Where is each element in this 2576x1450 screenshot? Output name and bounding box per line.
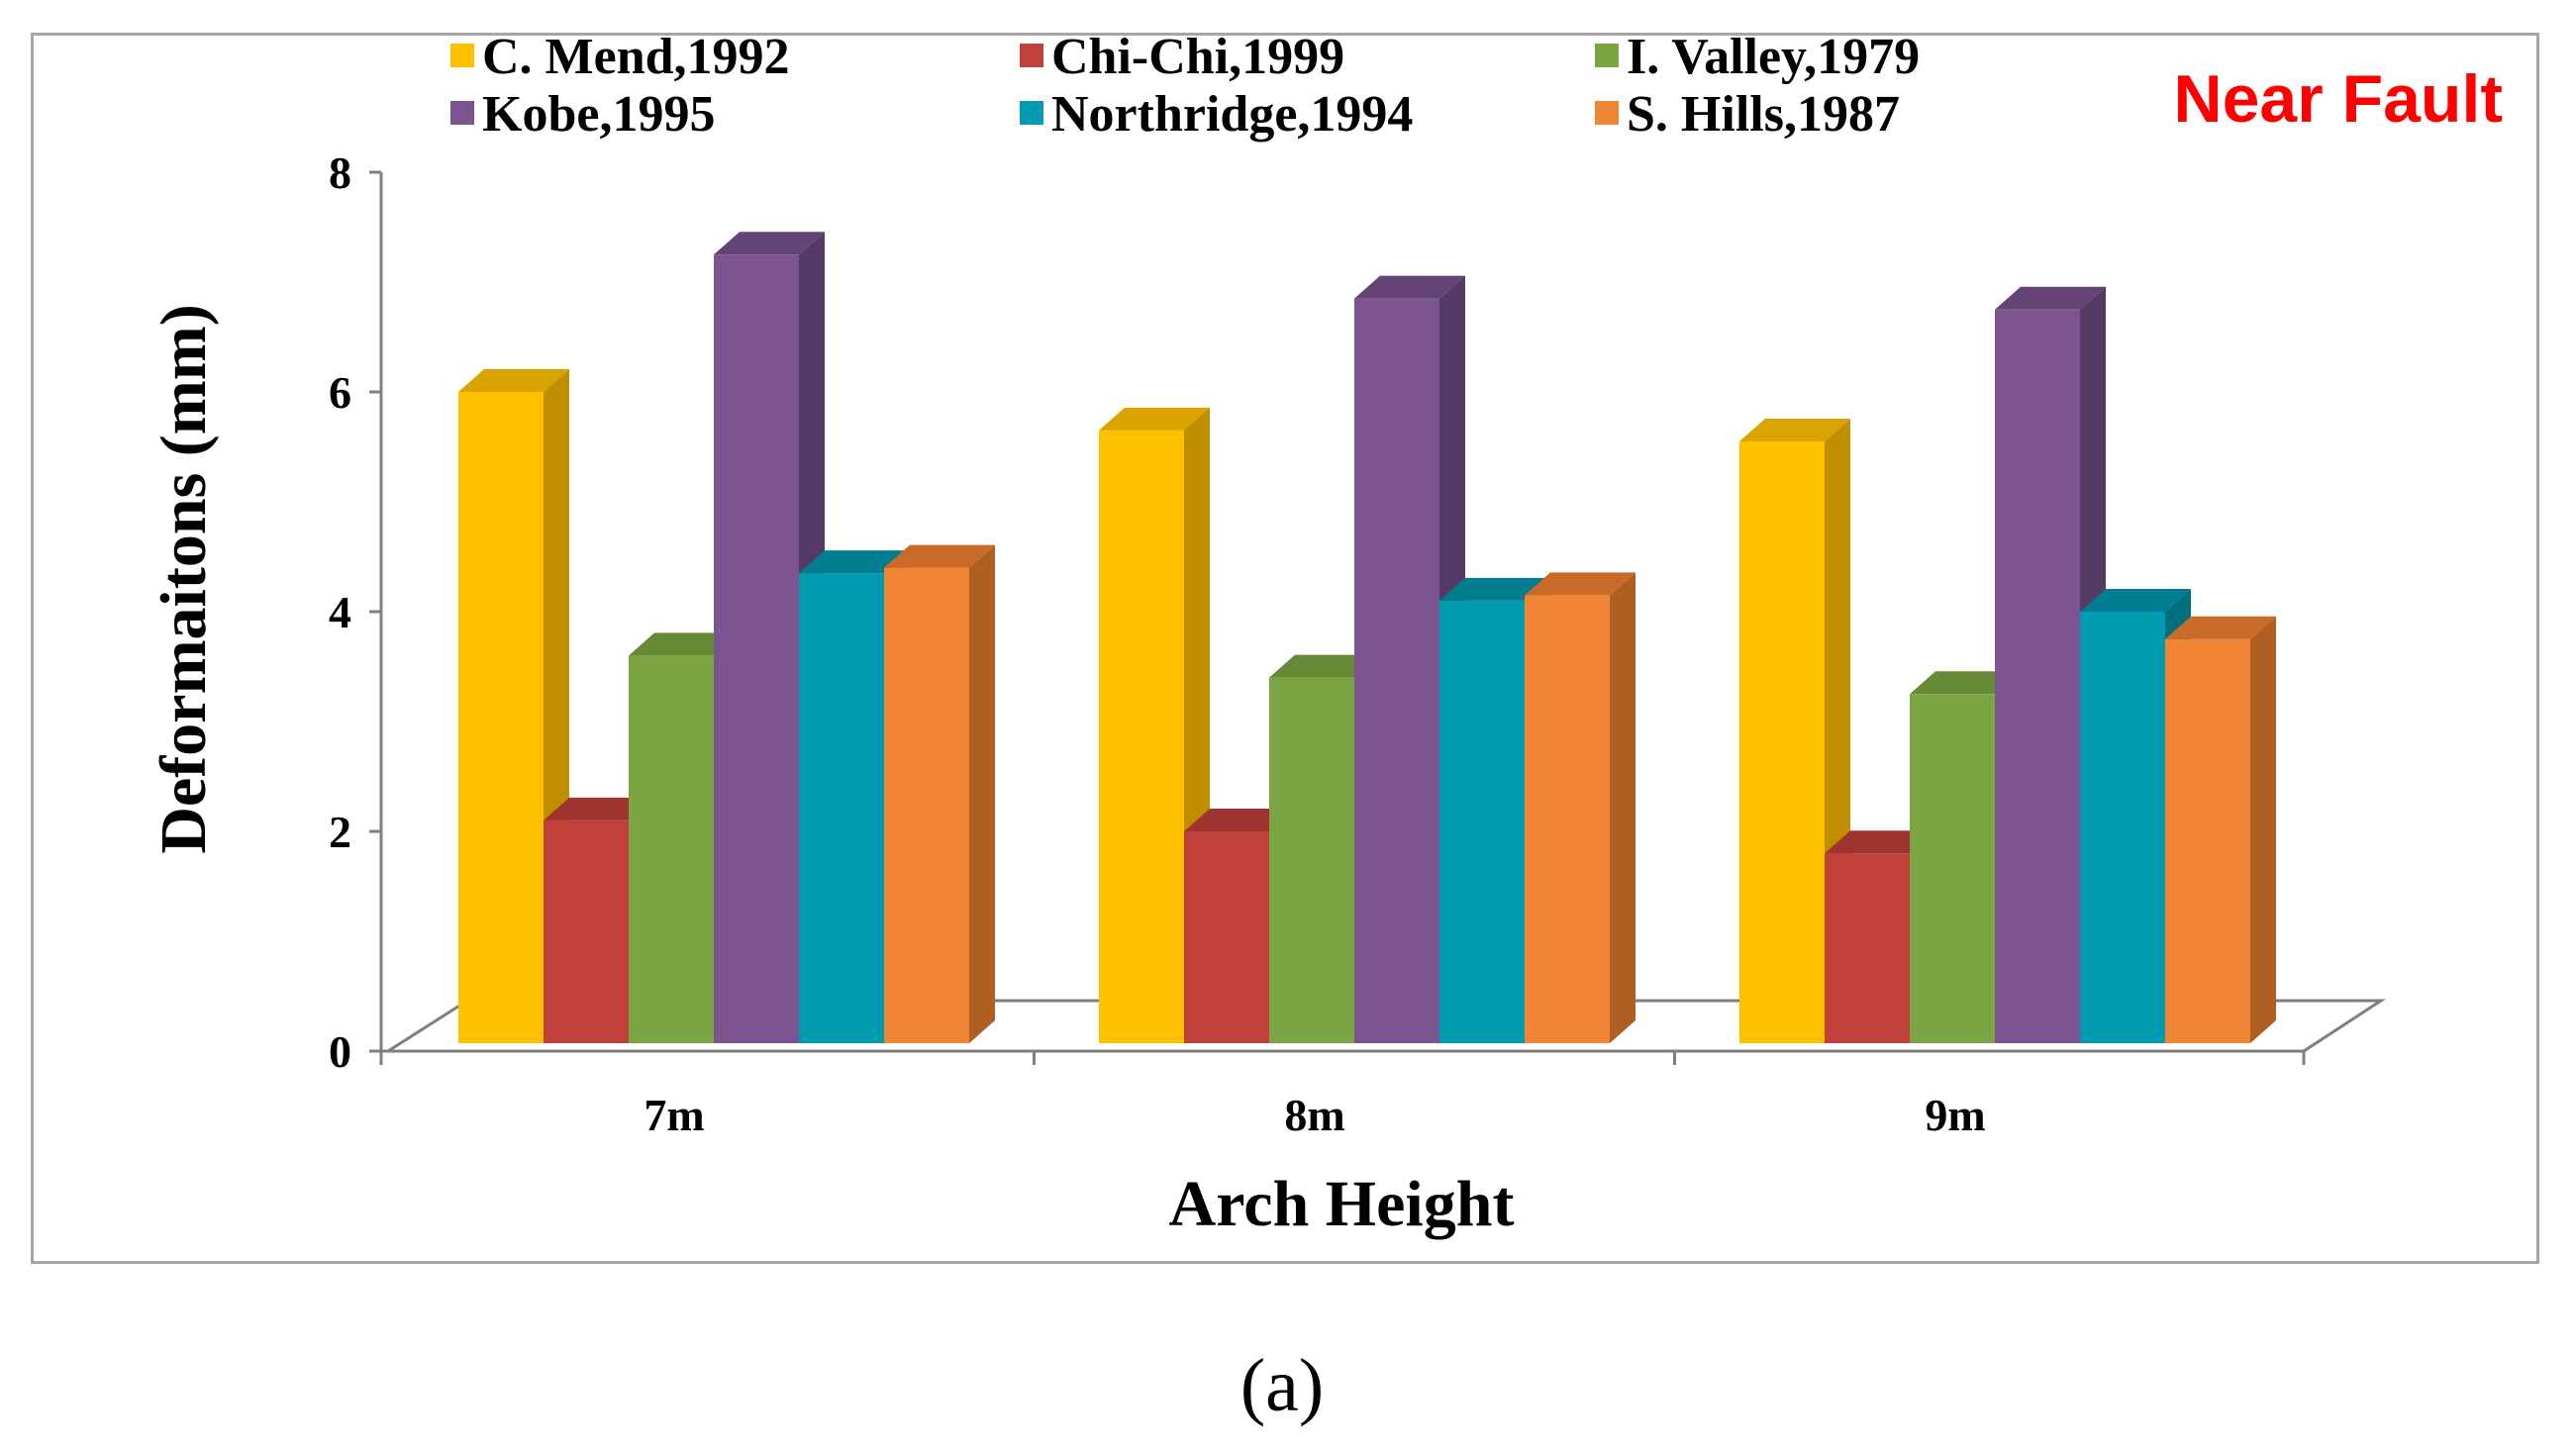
x-tick-label: 7m xyxy=(644,1090,704,1140)
y-axis-title: Deformaitons (mm) xyxy=(148,304,220,853)
bar-top xyxy=(1439,577,1550,601)
bar-front xyxy=(1439,600,1525,1043)
axes-group: 0 2 4 6 8 7m 8m 9m xyxy=(329,147,2306,1140)
y-tick-label: 8 xyxy=(329,147,351,198)
bar-series-group xyxy=(458,232,2276,1044)
legend-swatch xyxy=(1595,101,1619,125)
bar-front xyxy=(1269,677,1354,1043)
bar-side xyxy=(2250,616,2276,1043)
bar xyxy=(1099,407,1210,1044)
legend-item: Chi-Chi,1999 xyxy=(1020,29,1344,85)
bar-top xyxy=(1184,809,1295,831)
y-tick-label: 4 xyxy=(329,587,351,637)
legend-swatch xyxy=(450,101,474,125)
bar-top xyxy=(1825,830,1935,854)
legend-label: I. Valley,1979 xyxy=(1627,29,1920,85)
legend-swatch xyxy=(1595,44,1619,67)
bar-top xyxy=(2080,589,2191,612)
legend-item: C. Mend,1992 xyxy=(450,29,790,85)
bar-front xyxy=(714,254,799,1043)
bar-top xyxy=(1910,671,2021,695)
bar-top xyxy=(629,632,740,656)
legend: C. Mend,1992 Chi-Chi,1999 I. Valley,1979 Ko… xyxy=(450,29,1920,143)
bar-top xyxy=(458,369,569,392)
y-tick-label: 0 xyxy=(329,1026,351,1077)
legend-label: C. Mend,1992 xyxy=(482,29,790,85)
bar-top xyxy=(1995,286,2106,310)
legend-label: Northridge,1994 xyxy=(1051,86,1413,143)
figure-caption: (a) xyxy=(1240,1344,1324,1427)
bar-front xyxy=(2080,612,2165,1043)
bar-front xyxy=(629,655,714,1043)
legend-label: S. Hills,1987 xyxy=(1627,86,1900,143)
legend-item: I. Valley,1979 xyxy=(1595,29,1920,85)
legend-swatch xyxy=(1020,44,1043,67)
bar-front xyxy=(884,567,969,1043)
legend-label: Kobe,1995 xyxy=(482,86,715,143)
bar-front xyxy=(799,573,884,1043)
legend-label: Chi-Chi,1999 xyxy=(1051,29,1344,85)
bar-top xyxy=(799,550,910,574)
bar-front xyxy=(1099,430,1184,1044)
bar-top xyxy=(714,232,825,255)
bar-front xyxy=(544,820,629,1043)
bar-front xyxy=(2165,638,2250,1043)
bar-top xyxy=(1354,275,1465,299)
bar-top xyxy=(2165,616,2276,639)
chart-frame xyxy=(31,33,2539,1264)
bar-top xyxy=(1099,407,1210,431)
bar-side xyxy=(969,544,995,1043)
bar-front xyxy=(1910,694,1995,1043)
bar-front xyxy=(1354,298,1439,1043)
bar-top xyxy=(1269,654,1380,678)
bar-top xyxy=(1739,418,1850,441)
bar xyxy=(884,544,995,1043)
legend-item: Kobe,1995 xyxy=(450,86,715,143)
legend-item: S. Hills,1987 xyxy=(1595,86,1900,143)
legend-swatch xyxy=(450,44,474,67)
bar xyxy=(2165,616,2276,1043)
y-tick-label: 2 xyxy=(329,807,351,857)
x-tick-label: 8m xyxy=(1284,1090,1344,1140)
bar-front xyxy=(458,392,544,1043)
y-tick-label: 6 xyxy=(329,367,351,418)
bar xyxy=(1525,572,1635,1043)
near-fault-annotation: Near Fault xyxy=(2173,61,2503,137)
bar-top xyxy=(884,544,995,568)
bar-top xyxy=(544,797,654,821)
bar-front xyxy=(1184,831,1269,1043)
bar-front xyxy=(1995,309,2080,1043)
legend-swatch xyxy=(1020,101,1043,125)
x-tick-label: 9m xyxy=(1925,1090,1985,1140)
x-axis-title: Arch Height xyxy=(1169,1168,1515,1240)
bar-top xyxy=(1525,572,1635,596)
legend-item: Northridge,1994 xyxy=(1020,86,1413,143)
bar-front xyxy=(1825,853,1910,1043)
bar-side xyxy=(1610,572,1635,1043)
bar-front xyxy=(1525,595,1610,1043)
bar-front xyxy=(1739,440,1825,1043)
